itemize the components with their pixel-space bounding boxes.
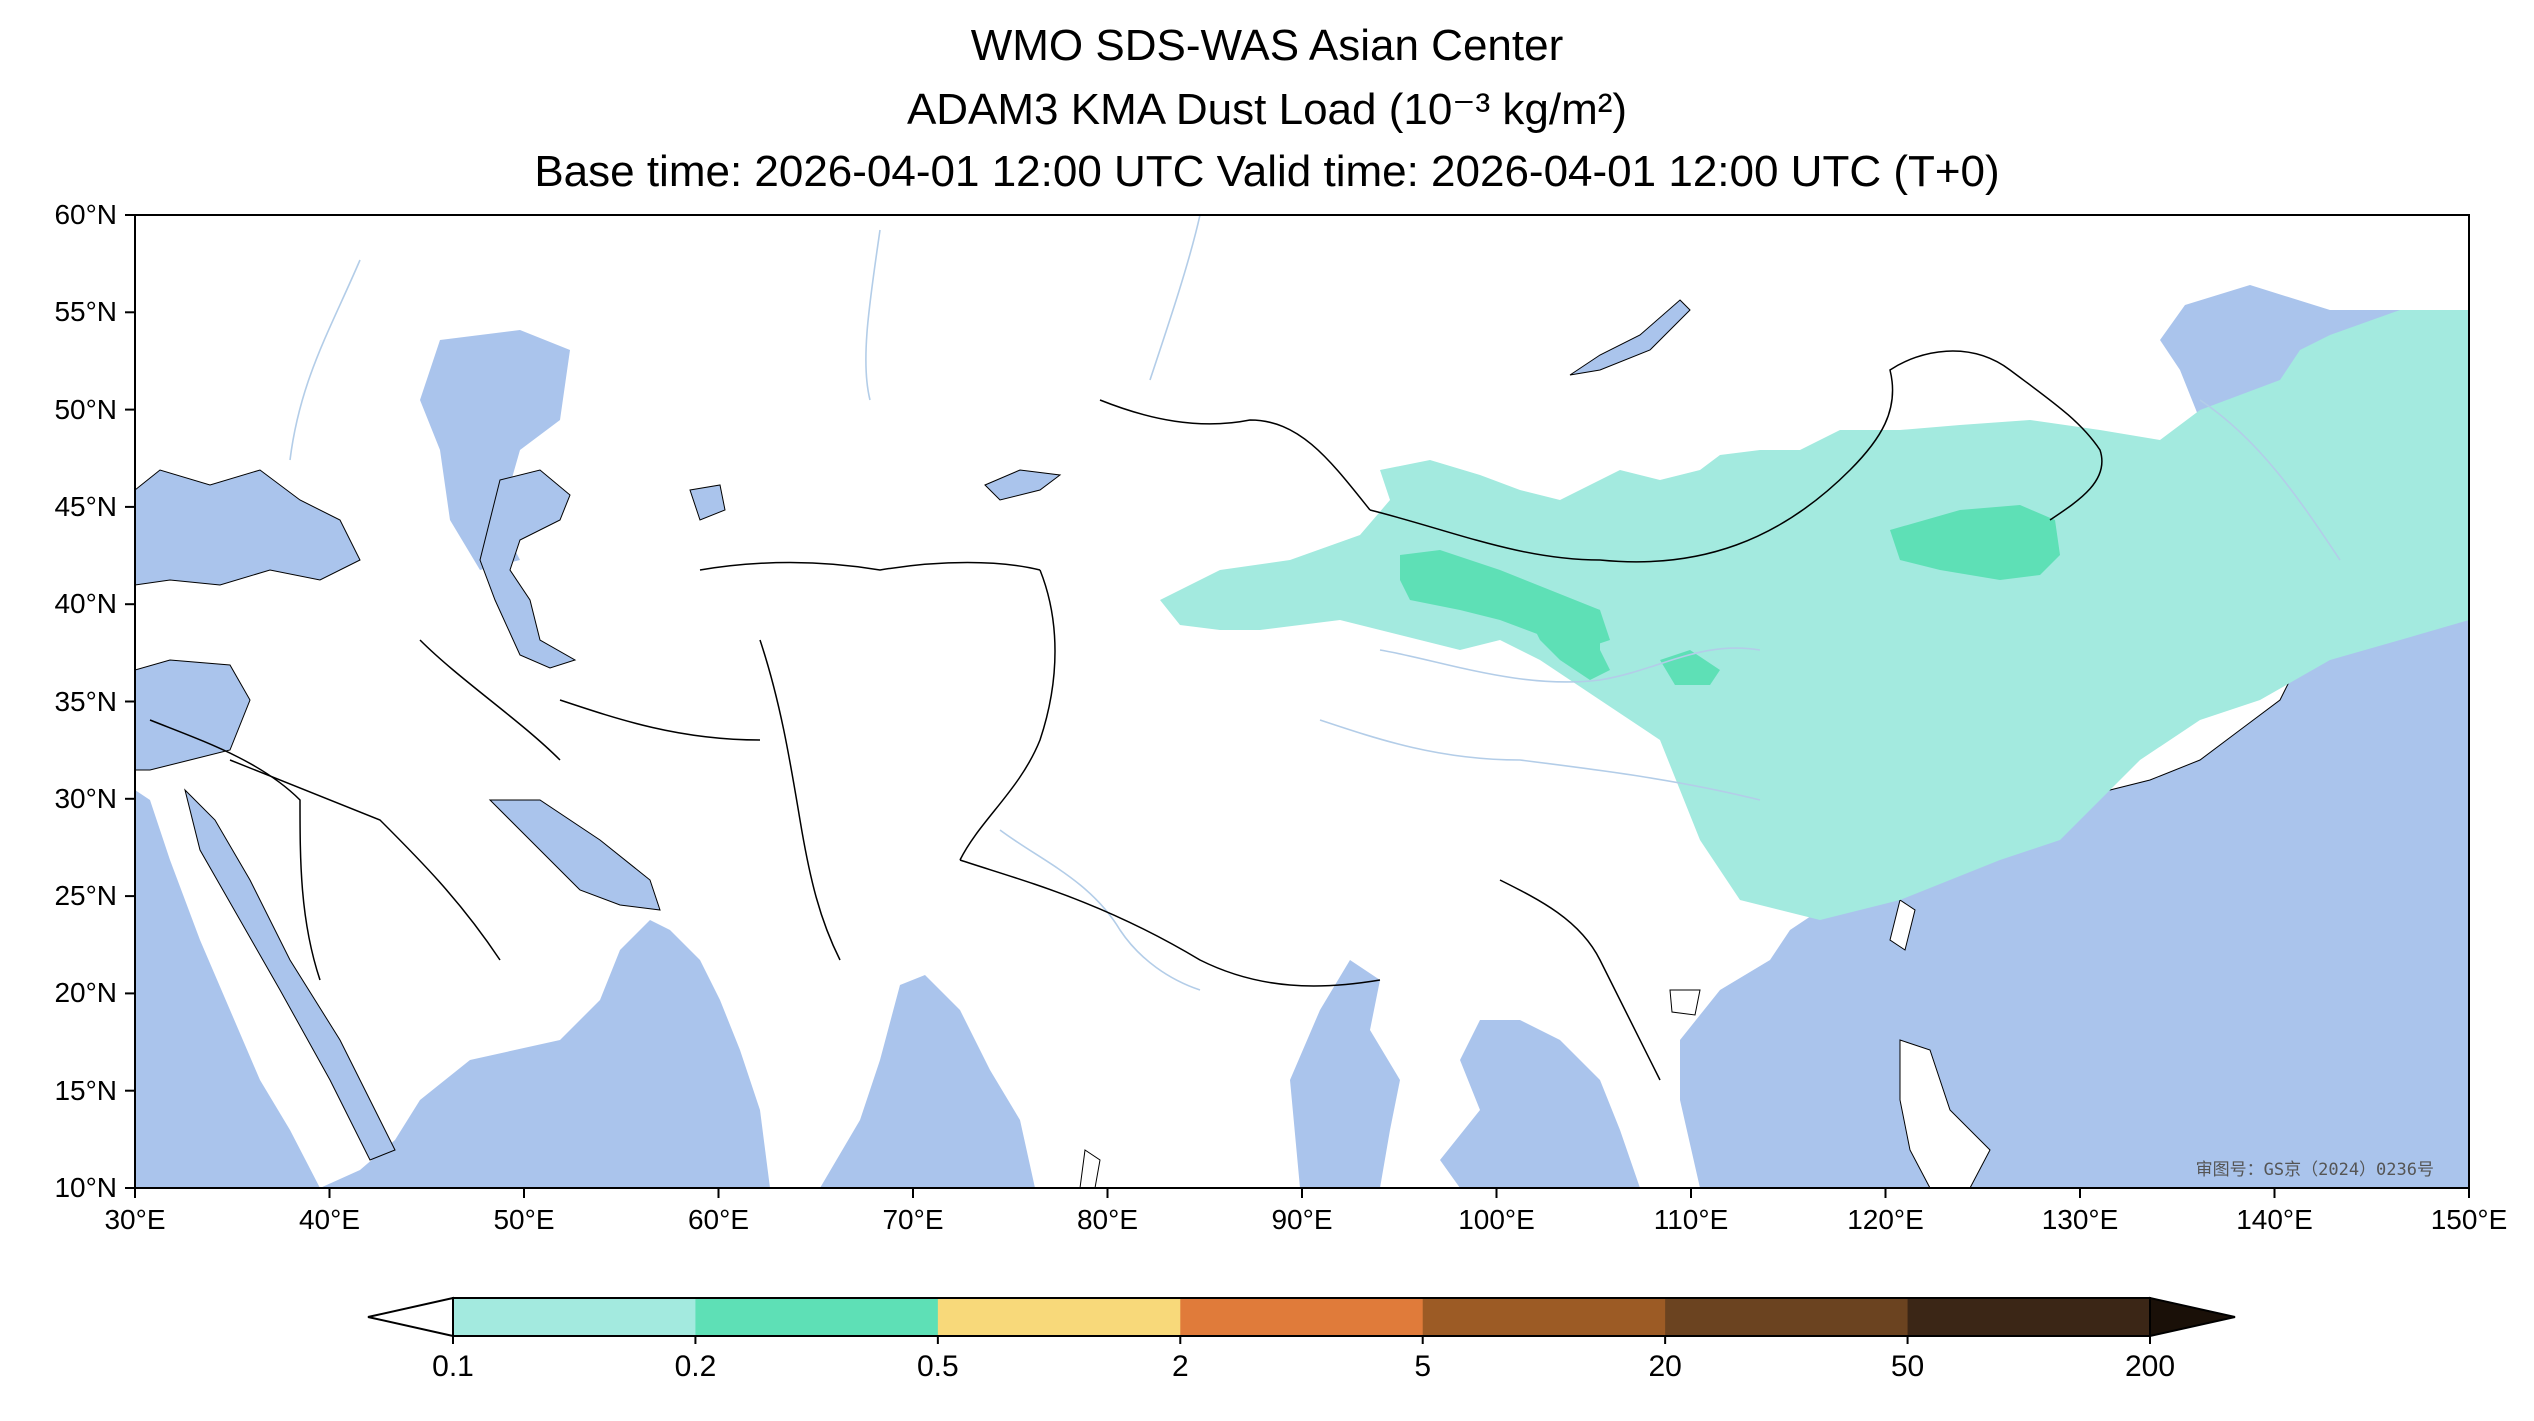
colorbar-label: 2 bbox=[1171, 1350, 1189, 1383]
lon-tick-label: 130°E bbox=[2041, 1204, 2119, 1235]
lat-tick-label: 20°N bbox=[54, 977, 117, 1009]
colorbar-segment bbox=[453, 1298, 696, 1336]
rivers bbox=[289, 215, 2341, 991]
colorbar-extend-high bbox=[2149, 1296, 2236, 1338]
colorbar-segment bbox=[1180, 1298, 1424, 1336]
lon-tick-label: 120°E bbox=[1847, 1204, 1924, 1235]
lake-balkhash bbox=[984, 469, 1062, 501]
colorbar-label: 20 bbox=[1648, 1350, 1682, 1383]
dust-area-level2 bbox=[1890, 505, 2060, 580]
red-sea bbox=[184, 788, 396, 1161]
colorbar-label: 200 bbox=[2124, 1350, 2176, 1383]
black-sea bbox=[135, 469, 361, 586]
colorbar bbox=[367, 1296, 2236, 1344]
lat-tick-label: 50°N bbox=[54, 393, 117, 425]
map-layers bbox=[135, 215, 2469, 1188]
lon-tick-label: 60°E bbox=[687, 1204, 750, 1235]
chart-title: WMO SDS-WAS Asian Center bbox=[970, 21, 1564, 70]
colorbar-label: 0.1 bbox=[432, 1350, 474, 1383]
mediterranean-sea bbox=[135, 659, 251, 771]
colorbar-segment bbox=[1665, 1298, 1909, 1336]
chart-subtitle: ADAM3 KMA Dust Load (10⁻³ kg/m²) bbox=[906, 85, 1628, 134]
dust-area-level1 bbox=[1160, 310, 2469, 920]
colorbar-label: 0.5 bbox=[916, 1350, 959, 1383]
lon-tick-label: 140°E bbox=[2236, 1204, 2313, 1235]
time-info: Base time: 2026-04-01 12:00 UTC Valid ti… bbox=[534, 147, 2000, 196]
lat-tick-label: 45°N bbox=[54, 490, 117, 522]
lon-tick-label: 100°E bbox=[1458, 1204, 1535, 1235]
dust-area-level2 bbox=[1530, 600, 1610, 680]
axis-ticks bbox=[125, 214, 2470, 1198]
colorbar-segment bbox=[937, 1298, 1181, 1336]
lake-baikal bbox=[1569, 299, 1691, 376]
map-approval-watermark: 审图号：GS京（2024）0236号 bbox=[2195, 1160, 2434, 1180]
country-borders bbox=[149, 350, 2103, 1081]
lat-tick-label: 25°N bbox=[54, 880, 117, 912]
lat-tick-label: 55°N bbox=[54, 296, 117, 328]
lat-tick-label: 15°N bbox=[54, 1074, 117, 1106]
lat-tick-label: 35°N bbox=[54, 685, 117, 717]
lat-tick-label: 40°N bbox=[54, 588, 117, 620]
lat-tick-label: 10°N bbox=[54, 1172, 117, 1203]
lon-tick-label: 150°E bbox=[2430, 1204, 2508, 1235]
lon-tick-label: 40°E bbox=[298, 1204, 361, 1235]
colorbar-segment bbox=[695, 1298, 939, 1336]
lon-tick-label: 50°E bbox=[493, 1204, 555, 1235]
taiwan-island bbox=[1889, 899, 1916, 951]
colorbar-label: 0.2 bbox=[674, 1350, 717, 1383]
philippines-islands bbox=[1899, 1039, 1991, 1188]
lon-tick-label: 90°E bbox=[1271, 1204, 1333, 1235]
colorbar-segment bbox=[1907, 1298, 2151, 1336]
persian-gulf bbox=[488, 799, 661, 911]
aral-sea bbox=[689, 484, 726, 521]
lon-tick-label: 110°E bbox=[1653, 1204, 1729, 1235]
colorbar-label: 50 bbox=[1890, 1350, 1925, 1383]
lat-tick-label: 60°N bbox=[54, 199, 117, 230]
lat-tick-label: 30°N bbox=[54, 782, 117, 814]
colorbar-segment bbox=[1422, 1298, 1666, 1336]
colorbar-extend-low bbox=[367, 1296, 454, 1338]
caspian-sea bbox=[479, 469, 577, 669]
colorbar-label: 5 bbox=[1414, 1350, 1432, 1383]
hainan-island bbox=[1669, 989, 1701, 1016]
sri-lanka-island bbox=[1079, 1149, 1101, 1188]
lon-tick-label: 70°E bbox=[882, 1204, 944, 1235]
lon-tick-label: 30°E bbox=[104, 1204, 166, 1235]
lon-tick-label: 80°E bbox=[1076, 1204, 1139, 1235]
colorbar-frame bbox=[452, 1297, 2151, 1337]
